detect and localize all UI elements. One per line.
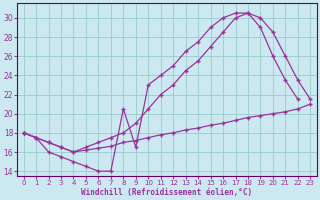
X-axis label: Windchill (Refroidissement éolien,°C): Windchill (Refroidissement éolien,°C): [81, 188, 252, 197]
